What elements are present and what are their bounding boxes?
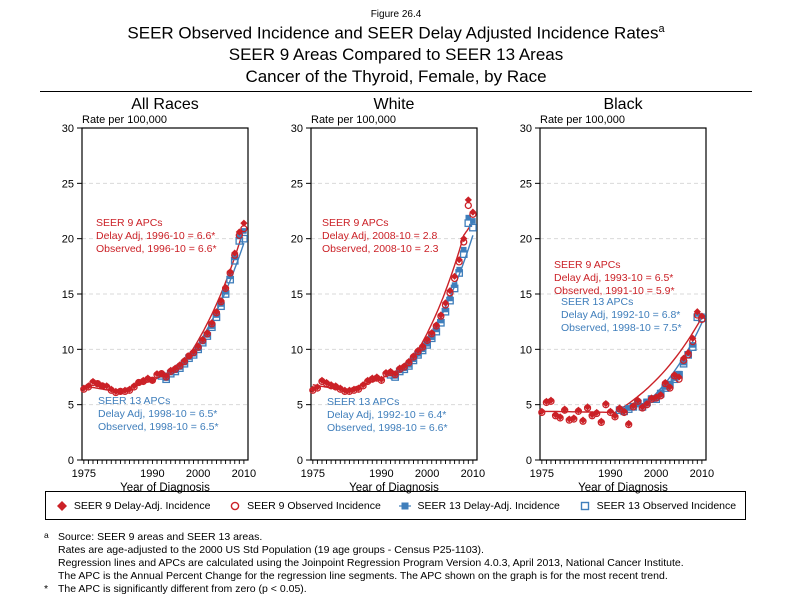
square-filled-icon — [398, 500, 412, 512]
svg-text:10: 10 — [520, 344, 532, 356]
svg-text:5: 5 — [297, 400, 303, 412]
svg-text:1975: 1975 — [72, 468, 96, 480]
title-line-1-text: SEER Observed Incidence and SEER Delay A… — [127, 24, 658, 43]
svg-text:1990: 1990 — [369, 468, 393, 480]
svg-text:SEER 9 APCsDelay Adj, 1996-10: SEER 9 APCsDelay Adj, 1996-10 = 6.6*Obse… — [96, 217, 217, 255]
svg-text:2000: 2000 — [415, 468, 439, 480]
legend-item-seer9-delay: SEER 9 Delay-Adj. Incidence — [55, 500, 211, 512]
legend-item-seer9-observed: SEER 9 Observed Incidence — [228, 500, 381, 512]
svg-text:Rate per 100,000: Rate per 100,000 — [540, 114, 625, 126]
svg-text:SEER 13 APCsDelay Adj, 1998-10: SEER 13 APCsDelay Adj, 1998-10 = 6.5*Obs… — [98, 395, 219, 433]
svg-text:SEER 13 APCsDelay Adj, 1992-10: SEER 13 APCsDelay Adj, 1992-10 = 6.8*Obs… — [561, 296, 682, 334]
svg-text:2000: 2000 — [186, 468, 210, 480]
footnote-marker: a — [44, 529, 58, 542]
svg-text:5: 5 — [68, 400, 74, 412]
chart-canvas-white: 0 5 10 15 20 25 30 Rate per 100,000 1975 1990 2000… — [269, 112, 485, 494]
figure-number: Figure 26.4 — [0, 9, 792, 20]
footnote-marker — [44, 570, 58, 583]
footnote-row: The APC is the Annual Percent Change for… — [44, 570, 684, 583]
svg-text:SEER 9 APCsDelay Adj, 2008-10: SEER 9 APCsDelay Adj, 2008-10 = 2.8Obser… — [322, 217, 439, 255]
legend: SEER 9 Delay-Adj. Incidence SEER 9 Obser… — [45, 491, 746, 520]
svg-text:Rate per 100,000: Rate per 100,000 — [82, 114, 167, 126]
legend-label: SEER 9 Delay-Adj. Incidence — [74, 500, 211, 512]
diamond-filled-icon — [55, 500, 69, 512]
svg-text:0: 0 — [526, 455, 532, 467]
footnotes: a Source: SEER 9 areas and SEER 13 areas… — [44, 531, 684, 596]
svg-text:1990: 1990 — [140, 468, 164, 480]
svg-text:25: 25 — [520, 178, 532, 190]
title-divider — [40, 91, 752, 92]
svg-text:20: 20 — [520, 234, 532, 246]
svg-text:2010: 2010 — [232, 468, 256, 480]
svg-text:20: 20 — [291, 234, 303, 246]
footnote-text: Rates are age-adjusted to the 2000 US St… — [58, 544, 684, 557]
circle-open-icon — [228, 500, 242, 512]
svg-text:2010: 2010 — [690, 468, 714, 480]
footnote-text: Source: SEER 9 areas and SEER 13 areas. — [58, 531, 684, 544]
svg-text:SEER 9 APCsDelay Adj, 1993-10: SEER 9 APCsDelay Adj, 1993-10 = 6.5*Obse… — [554, 259, 675, 297]
footnote-row: a Source: SEER 9 areas and SEER 13 areas… — [44, 531, 684, 544]
legend-label: SEER 13 Observed Incidence — [597, 500, 737, 512]
title-line-2: SEER 9 Areas Compared to SEER 13 Areas — [0, 45, 792, 65]
svg-text:25: 25 — [62, 178, 74, 190]
svg-text:20: 20 — [62, 234, 74, 246]
svg-text:25: 25 — [291, 178, 303, 190]
svg-text:SEER 13 APCsDelay Adj, 1992-10: SEER 13 APCsDelay Adj, 1992-10 = 6.4*Obs… — [327, 396, 448, 434]
footnote-row: Regression lines and APCs are calculated… — [44, 557, 684, 570]
svg-text:0: 0 — [68, 455, 74, 467]
svg-text:15: 15 — [62, 289, 74, 301]
svg-text:1975: 1975 — [301, 468, 325, 480]
title-footnote-marker: a — [658, 23, 664, 35]
legend-label: SEER 13 Delay-Adj. Incidence — [417, 500, 559, 512]
svg-text:0: 0 — [297, 455, 303, 467]
svg-text:10: 10 — [291, 344, 303, 356]
svg-text:Rate per 100,000: Rate per 100,000 — [311, 114, 396, 126]
svg-text:1975: 1975 — [530, 468, 554, 480]
legend-label: SEER 9 Observed Incidence — [247, 500, 381, 512]
footnote-marker: * — [44, 583, 58, 596]
svg-text:15: 15 — [520, 289, 532, 301]
legend-item-seer13-delay: SEER 13 Delay-Adj. Incidence — [398, 500, 559, 512]
svg-text:5: 5 — [526, 400, 532, 412]
chart-canvas-all-races: 0 5 10 15 20 25 30 Rate per 100,000 1975 1990 2000… — [40, 112, 256, 494]
figure-page: Figure 26.4 SEER Observed Incidence and … — [0, 0, 792, 612]
svg-text:30: 30 — [520, 123, 532, 135]
footnote-row: * The APC is significantly different fro… — [44, 583, 684, 596]
footnote-text: The APC is significantly different from … — [58, 583, 684, 596]
title-line-3: Cancer of the Thyroid, Female, by Race — [0, 67, 792, 87]
title-line-1: SEER Observed Incidence and SEER Delay A… — [0, 23, 792, 44]
square-open-icon — [578, 500, 592, 512]
svg-text:2000: 2000 — [644, 468, 668, 480]
footnote-text: Regression lines and APCs are calculated… — [58, 557, 684, 570]
footnote-row: Rates are age-adjusted to the 2000 US St… — [44, 544, 684, 557]
svg-text:2010: 2010 — [461, 468, 485, 480]
svg-text:15: 15 — [291, 289, 303, 301]
chart-canvas-black: 0 5 10 15 20 25 30 Rate per 100,000 1975 1990 2000… — [498, 112, 714, 494]
svg-text:10: 10 — [62, 344, 74, 356]
footnote-marker — [44, 544, 58, 557]
svg-text:30: 30 — [291, 123, 303, 135]
footnote-marker — [44, 557, 58, 570]
svg-text:1990: 1990 — [598, 468, 622, 480]
svg-text:30: 30 — [62, 123, 74, 135]
legend-item-seer13-observed: SEER 13 Observed Incidence — [578, 500, 737, 512]
footnote-text: The APC is the Annual Percent Change for… — [58, 570, 684, 583]
